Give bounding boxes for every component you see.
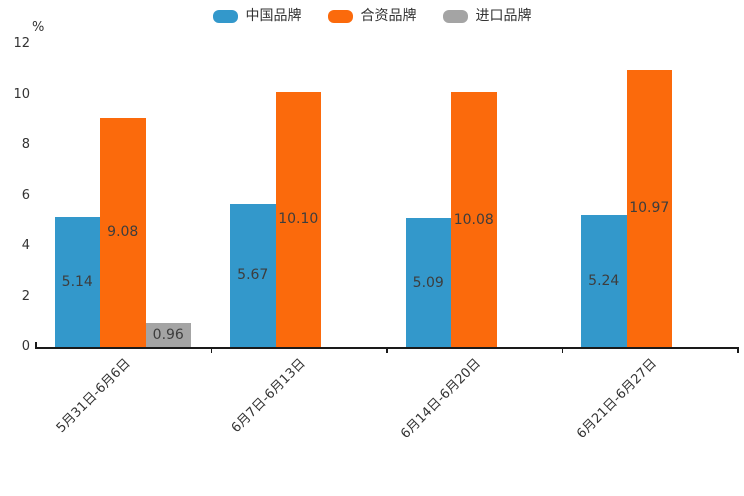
x-axis-tick	[737, 348, 739, 353]
x-axis-tick	[386, 348, 388, 353]
chart-legend: 中国品牌 合资品牌 进口品牌	[0, 8, 744, 24]
joint-venture-brand-bar[interactable]: 10.08	[451, 92, 497, 347]
y-tick-label: 6	[21, 187, 30, 203]
bar-value-label: 10.10	[278, 211, 319, 228]
y-tick-label: 4	[21, 238, 30, 253]
legend-label: 合资品牌	[360, 8, 417, 24]
china-brand-bar[interactable]: 5.14	[54, 217, 100, 347]
x-category-label: 6月7日-6月13日	[228, 356, 309, 436]
bar-value-label: 5.67	[237, 267, 269, 284]
bar-value-label: 0.96	[152, 326, 184, 343]
x-category-label: 6月21日-6月27日	[574, 356, 660, 442]
legend-item-joint-venture-brand[interactable]: 合资品牌	[327, 8, 417, 24]
legend-label: 进口品牌	[475, 8, 532, 24]
y-tick-label: 10	[13, 86, 30, 102]
joint-venture-brand-bar[interactable]: 10.97	[626, 70, 672, 347]
joint-venture-brand-bar[interactable]: 10.10	[275, 91, 321, 347]
x-axis-line	[35, 347, 739, 349]
y-tick-label: 12	[13, 36, 30, 51]
bar-value-label: 9.08	[107, 224, 139, 241]
legend-item-import-brand[interactable]: 进口品牌	[442, 8, 532, 24]
y-tick-label: 2	[21, 288, 30, 304]
y-tick-label: 0	[21, 339, 30, 354]
import-brand-bar[interactable]: 0.96	[145, 322, 191, 347]
x-category-label: 5月31日-6月6日	[53, 356, 134, 436]
x-category-label: 6月14日-6月20日	[398, 356, 485, 442]
legend-label: 中国品牌	[245, 8, 302, 24]
china-brand-bar[interactable]: 5.24	[581, 214, 627, 347]
bar-value-label: 5.14	[61, 274, 93, 291]
china-brand-swatch-icon	[212, 9, 238, 23]
y-axis-stub	[35, 342, 37, 347]
joint-venture-brand-swatch-icon	[327, 9, 353, 23]
bar-value-label: 10.08	[453, 211, 494, 228]
y-tick-label: 8	[21, 137, 30, 152]
joint-venture-brand-bar[interactable]: 9.08	[100, 117, 146, 347]
x-axis-tick	[561, 348, 563, 353]
import-brand-swatch-icon	[442, 9, 468, 23]
china-brand-bar[interactable]: 5.67	[230, 203, 276, 347]
china-brand-bar[interactable]: 5.09	[405, 218, 451, 347]
y-axis-unit-label: %	[32, 20, 45, 35]
x-axis-tick	[210, 348, 212, 353]
bar-value-label: 5.09	[412, 274, 444, 291]
bar-value-label: 5.24	[588, 272, 620, 289]
bar-value-label: 10.97	[629, 200, 670, 217]
legend-item-china-brand[interactable]: 中国品牌	[212, 8, 302, 24]
